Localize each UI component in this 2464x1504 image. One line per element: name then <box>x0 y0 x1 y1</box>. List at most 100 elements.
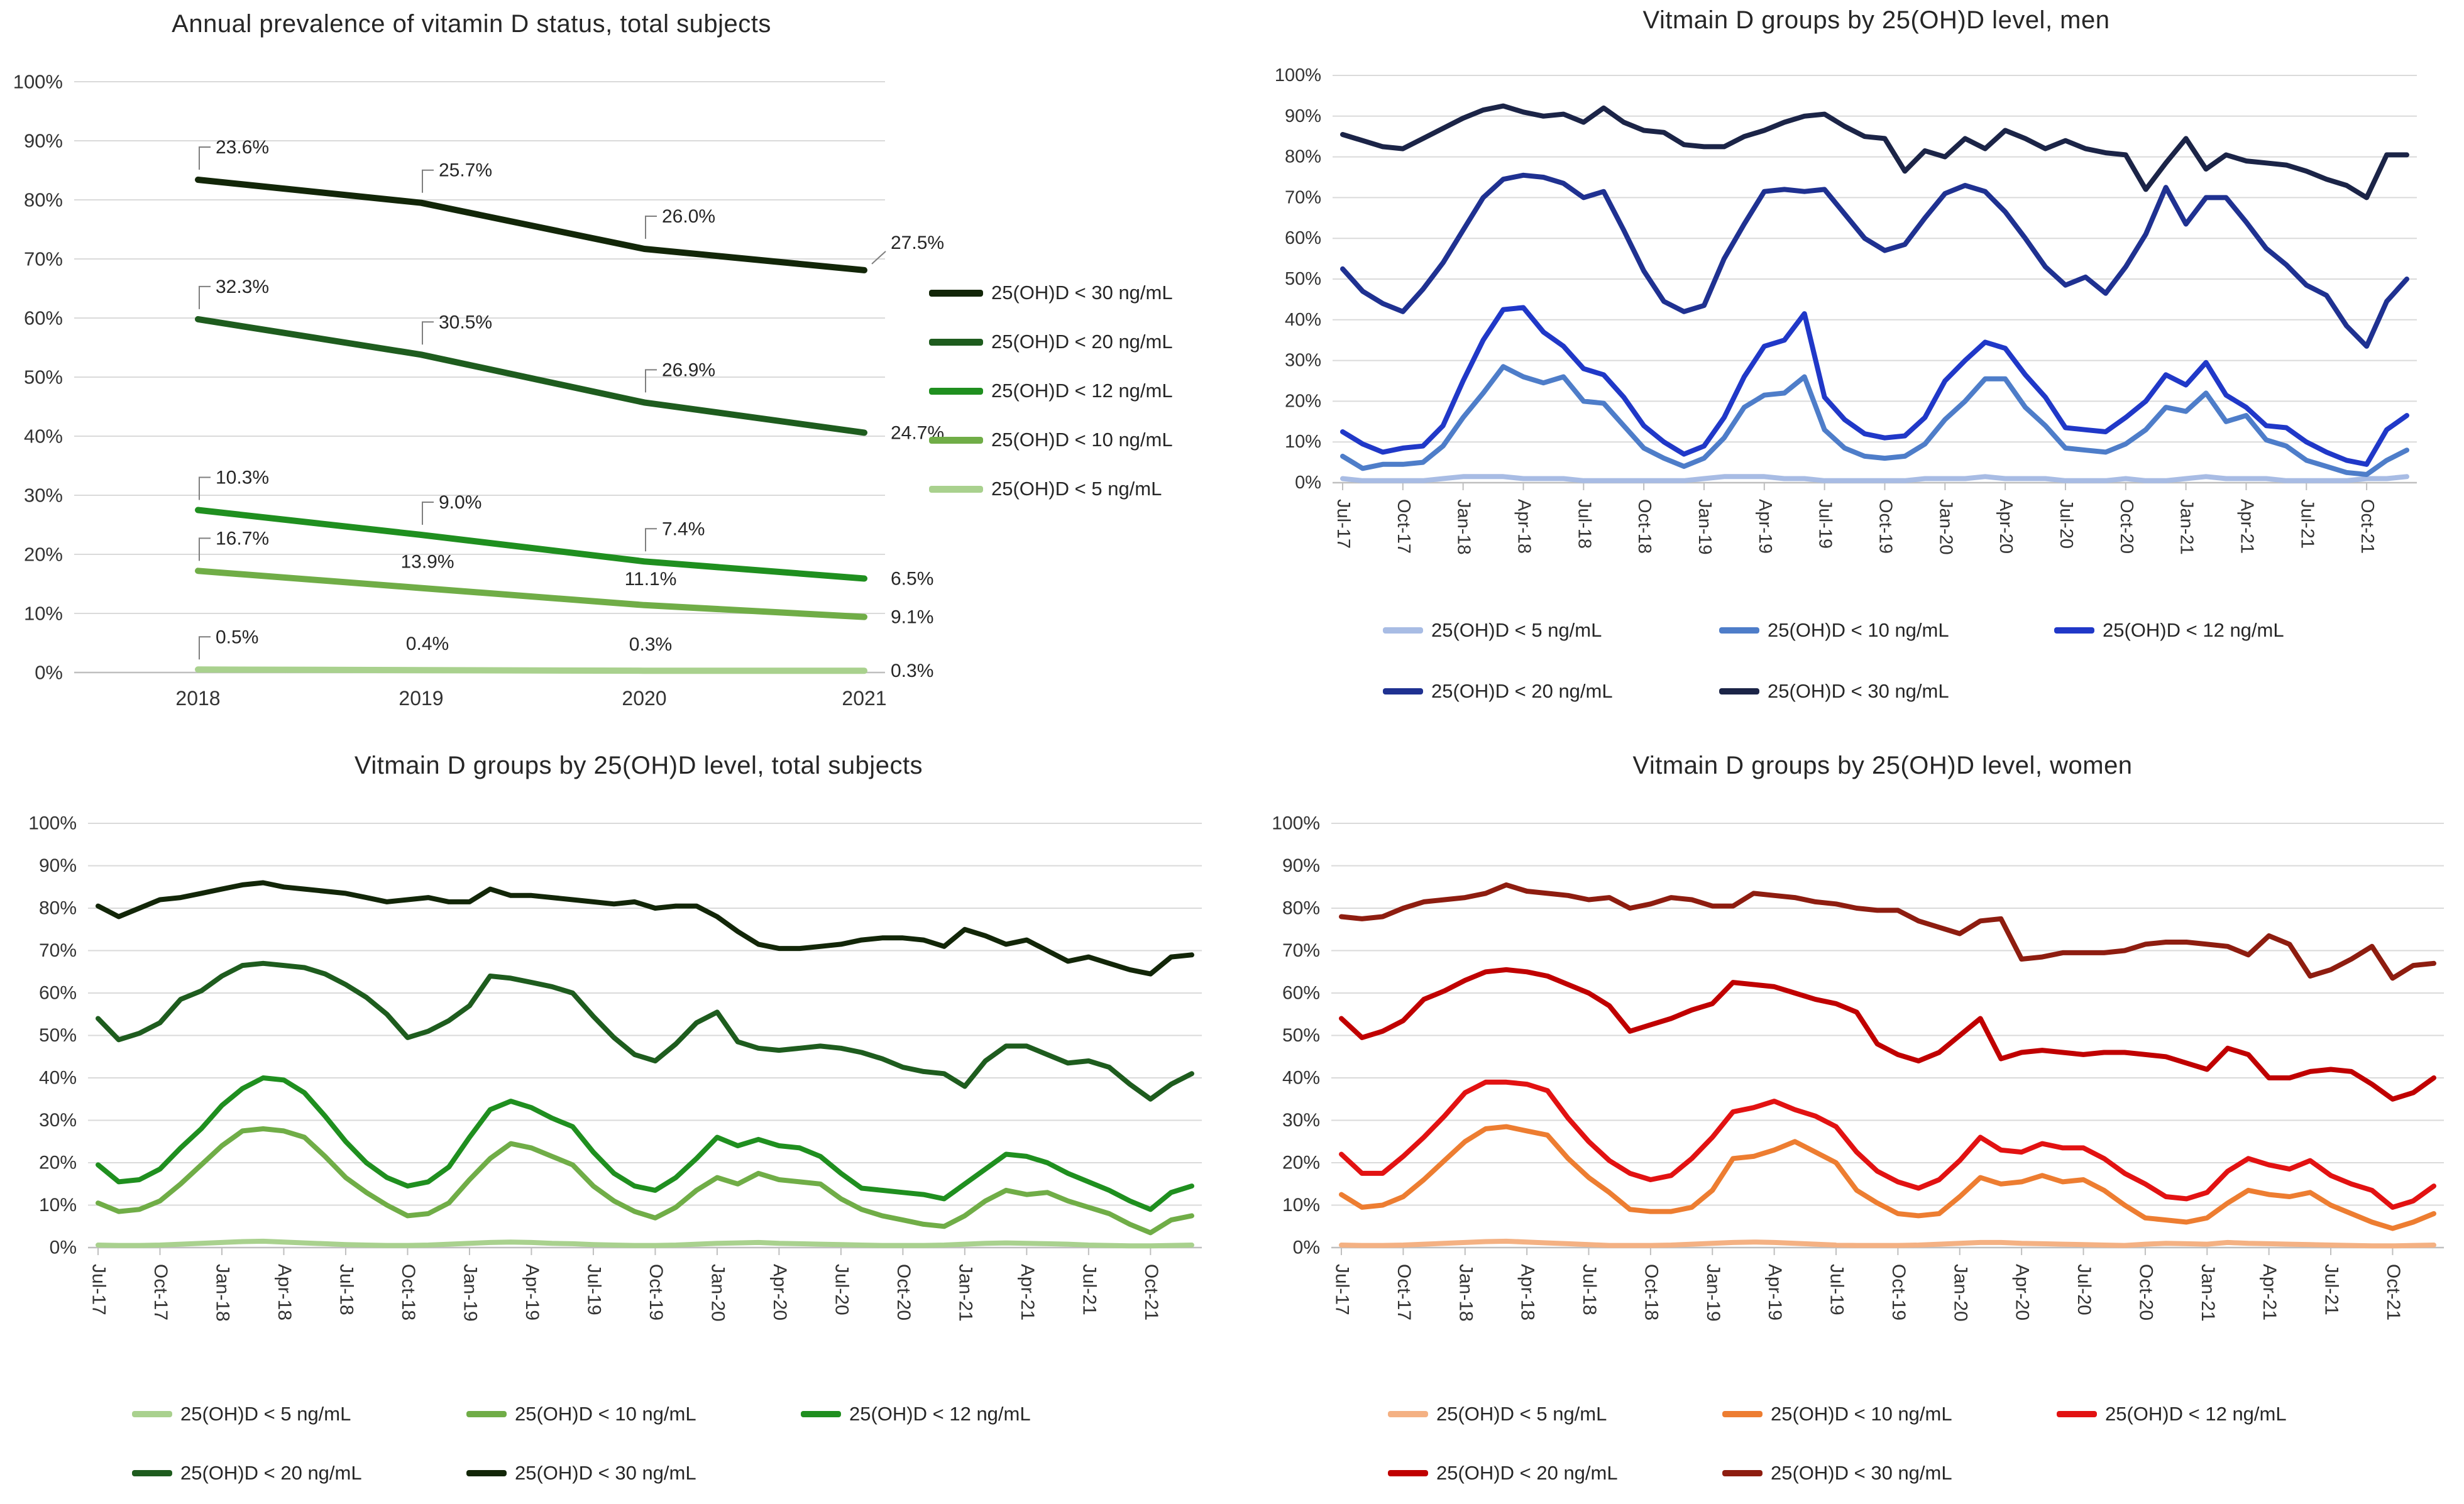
svg-text:Jan-20: Jan-20 <box>1935 499 1955 555</box>
svg-text:Jan-20: Jan-20 <box>707 1264 728 1322</box>
svg-text:23.6%: 23.6% <box>216 137 269 158</box>
legend-swatch-icon <box>1719 627 1759 634</box>
svg-text:Apr-19: Apr-19 <box>522 1264 542 1320</box>
svg-text:Apr-20: Apr-20 <box>1996 499 2016 554</box>
legend-item: 25(OH)D < 10 ng/mL <box>1722 1403 1952 1425</box>
legend-swatch-icon <box>466 1470 507 1476</box>
svg-text:Apr-21: Apr-21 <box>2259 1264 2280 1320</box>
svg-text:70%: 70% <box>39 940 77 961</box>
svg-text:Jul-20: Jul-20 <box>831 1264 852 1315</box>
svg-text:10%: 10% <box>39 1195 77 1216</box>
svg-text:Oct-18: Oct-18 <box>398 1264 419 1320</box>
svg-text:30%: 30% <box>39 1110 77 1131</box>
chart-title-monthly-total: Vitmain D groups by 25(OH)D level, total… <box>354 752 923 779</box>
svg-text:25.7%: 25.7% <box>439 160 492 181</box>
svg-text:60%: 60% <box>1282 983 1320 1004</box>
svg-text:30%: 30% <box>1285 351 1321 371</box>
legend-swatch-icon <box>1722 1411 1763 1417</box>
svg-text:7.4%: 7.4% <box>662 519 705 539</box>
svg-text:Oct-21: Oct-21 <box>2357 499 2377 554</box>
legend-item: 25(OH)D < 5 ng/mL <box>132 1403 351 1425</box>
svg-text:Apr-21: Apr-21 <box>1017 1264 1038 1320</box>
svg-text:Jul-20: Jul-20 <box>2056 499 2076 549</box>
legend-swatch-icon <box>1722 1470 1763 1476</box>
svg-text:80%: 80% <box>24 189 63 211</box>
svg-text:Jan-21: Jan-21 <box>2177 499 2197 555</box>
svg-text:26.0%: 26.0% <box>662 206 715 227</box>
legend-item: 25(OH)D < 12 ng/mL <box>801 1403 1031 1425</box>
legend-swatch-icon <box>929 289 983 297</box>
svg-text:Jul-17: Jul-17 <box>1333 499 1353 549</box>
svg-text:Jul-21: Jul-21 <box>2297 499 2317 549</box>
legend-label: 25(OH)D < 10 ng/mL <box>991 429 1173 451</box>
legend-label: 25(OH)D < 12 ng/mL <box>2105 1403 2287 1425</box>
svg-text:Jul-20: Jul-20 <box>2074 1264 2094 1315</box>
svg-text:Apr-20: Apr-20 <box>2012 1264 2033 1320</box>
legend-label: 25(OH)D < 12 ng/mL <box>2103 619 2284 641</box>
svg-text:Jan-18: Jan-18 <box>1455 1264 1476 1322</box>
legend-swatch-icon <box>1388 1470 1428 1476</box>
legend-swatch-icon <box>801 1411 841 1417</box>
svg-text:50%: 50% <box>1285 269 1321 289</box>
svg-text:60%: 60% <box>1285 228 1321 248</box>
svg-text:27.5%: 27.5% <box>891 233 944 253</box>
svg-text:32.3%: 32.3% <box>216 277 269 297</box>
svg-text:26.9%: 26.9% <box>662 360 715 380</box>
svg-text:90%: 90% <box>24 130 63 152</box>
svg-text:Oct-17: Oct-17 <box>1394 499 1414 554</box>
svg-text:0%: 0% <box>35 662 63 684</box>
svg-text:20%: 20% <box>1282 1153 1320 1173</box>
legend-label: 25(OH)D < 30 ng/mL <box>991 282 1173 304</box>
svg-text:Jul-19: Jul-19 <box>1815 499 1835 549</box>
svg-text:Oct-17: Oct-17 <box>1394 1264 1414 1320</box>
legend-label: 25(OH)D < 5 ng/mL <box>991 478 1162 500</box>
svg-text:Jan-19: Jan-19 <box>459 1264 480 1322</box>
svg-text:2021: 2021 <box>842 687 886 710</box>
svg-text:50%: 50% <box>39 1025 77 1046</box>
svg-text:Oct-20: Oct-20 <box>2116 499 2137 554</box>
legend-swatch-icon <box>929 338 983 346</box>
svg-text:2018: 2018 <box>175 687 220 710</box>
svg-text:0%: 0% <box>1293 1238 1320 1258</box>
svg-text:11.1%: 11.1% <box>625 569 677 590</box>
legend-label: 25(OH)D < 12 ng/mL <box>849 1403 1031 1425</box>
svg-text:0.5%: 0.5% <box>216 627 258 647</box>
legend-label: 25(OH)D < 20 ng/mL <box>180 1462 362 1484</box>
legend-item: 25(OH)D < 10 ng/mL <box>929 429 1173 451</box>
svg-text:Jul-19: Jul-19 <box>583 1264 604 1315</box>
svg-text:50%: 50% <box>1282 1025 1320 1046</box>
legend-label: 25(OH)D < 20 ng/mL <box>1431 680 1613 702</box>
legend-label: 25(OH)D < 10 ng/mL <box>515 1403 696 1425</box>
svg-text:40%: 40% <box>39 1068 77 1089</box>
legend-swatch-icon <box>466 1411 507 1417</box>
svg-text:50%: 50% <box>24 366 63 388</box>
svg-text:100%: 100% <box>13 71 63 93</box>
svg-text:Jan-19: Jan-19 <box>1703 1264 1724 1322</box>
legend-item: 25(OH)D < 10 ng/mL <box>466 1403 696 1425</box>
svg-text:10%: 10% <box>1285 432 1321 452</box>
legend-swatch-icon <box>1719 688 1759 694</box>
legend-item: 25(OH)D < 20 ng/mL <box>132 1462 362 1485</box>
legend-label: 25(OH)D < 20 ng/mL <box>991 331 1173 353</box>
svg-text:13.9%: 13.9% <box>400 552 454 573</box>
svg-text:0.3%: 0.3% <box>891 661 933 681</box>
chart-title-annual-total: Annual prevalence of vitamin D status, t… <box>172 10 771 38</box>
svg-text:Jul-17: Jul-17 <box>89 1264 109 1315</box>
svg-text:70%: 70% <box>1282 940 1320 961</box>
svg-text:10.3%: 10.3% <box>216 468 269 488</box>
legend-swatch-icon <box>929 436 983 444</box>
svg-text:0%: 0% <box>50 1238 77 1258</box>
svg-text:40%: 40% <box>24 425 63 447</box>
svg-text:30.5%: 30.5% <box>439 312 492 332</box>
svg-text:Apr-21: Apr-21 <box>2236 499 2257 554</box>
legend-label: 25(OH)D < 5 ng/mL <box>1431 619 1602 641</box>
svg-text:2019: 2019 <box>399 687 443 710</box>
svg-text:Oct-19: Oct-19 <box>646 1264 666 1320</box>
legend-item: 25(OH)D < 30 ng/mL <box>1719 680 1949 703</box>
svg-text:0%: 0% <box>1295 473 1321 493</box>
legend-label: 25(OH)D < 10 ng/mL <box>1771 1403 1952 1425</box>
svg-text:Apr-18: Apr-18 <box>1517 1264 1538 1320</box>
